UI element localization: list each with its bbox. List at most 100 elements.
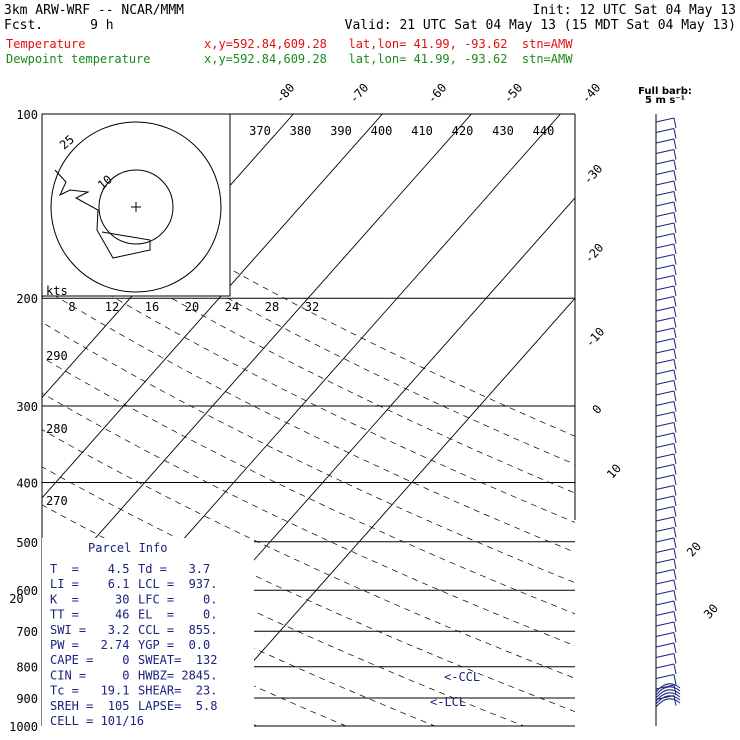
parcel-row-left: CIN = 0 [50, 668, 129, 682]
wind-barb [655, 159, 675, 165]
hodograph-axis-label: 20 [185, 300, 199, 314]
parcel-row-right: SWEAT= 132 [138, 653, 217, 667]
isotherm-label: -30 [581, 162, 606, 187]
dry-adiabat [42, 287, 575, 553]
wind-barb [655, 275, 675, 280]
wind-barb [655, 212, 675, 217]
isotherm-label: -80 [273, 81, 298, 106]
dry-adiabat [42, 356, 575, 615]
isotherm-label: 20 [684, 539, 704, 559]
wind-barb-flag [673, 558, 677, 570]
isotherm-label: 0 [589, 402, 604, 417]
wind-barb [655, 642, 675, 648]
barb-legend-line1: Full barb: [638, 86, 692, 97]
wind-barb [655, 432, 675, 438]
theta-label: 390 [330, 124, 352, 138]
parcel-row-left: K = 30 [50, 592, 129, 606]
pressure-label: 200 [16, 292, 38, 306]
wind-barb-flag [673, 590, 677, 601]
wind-barb [655, 359, 675, 364]
isotherm-line [0, 114, 26, 739]
wind-barb-flag [673, 579, 677, 591]
wind-barb-flag [673, 128, 677, 139]
pressure-label: 800 [16, 661, 38, 675]
isotherm-label: -50 [501, 81, 526, 106]
hodograph-axis-label: 16 [145, 300, 159, 314]
wind-barb [655, 233, 675, 238]
wind-barb [655, 306, 675, 312]
wind-barb-flag [673, 432, 677, 444]
pressure-label: 900 [16, 692, 38, 706]
hodograph-axis-label: 28 [265, 300, 279, 314]
wind-barb-flag [673, 506, 677, 517]
isotherm-label: 10 [604, 461, 624, 481]
theta-label: 410 [411, 124, 433, 138]
dry-adiabat [42, 466, 575, 713]
wind-barb [655, 527, 675, 532]
wind-barb [655, 380, 675, 385]
isotherm-label: -10 [583, 325, 608, 350]
dry-adiabat [42, 429, 575, 679]
wind-barb-flag [673, 600, 677, 612]
hodograph-axis-label: 24 [225, 300, 239, 314]
hodograph-frame [41, 113, 231, 297]
isotherm-line [42, 114, 472, 600]
parcel-row-right: LCL = 937. [138, 577, 217, 591]
wind-barb-flag [673, 180, 677, 192]
wind-barb [655, 369, 675, 375]
pressure-label: 700 [16, 625, 38, 639]
wind-barb-flag [673, 548, 677, 559]
isotherm-label: -60 [425, 81, 450, 106]
parcel-row-right: YGP = 0.0 [138, 638, 210, 652]
model-title: 3km ARW-WRF -- NCAR/MMM [4, 3, 184, 18]
temperature-legend: Temperature [6, 37, 85, 51]
wind-barb [655, 495, 675, 501]
dry-adiabat [42, 582, 347, 726]
wind-barb-flag [673, 411, 677, 423]
dry-adiabat [42, 543, 436, 726]
wind-barb-flag [673, 138, 677, 150]
wind-barb [655, 201, 675, 207]
wind-barb-flag [673, 695, 677, 706]
parcel-row-right: LFC = 0. [138, 592, 217, 606]
theta-label: 440 [533, 124, 555, 138]
hodograph-ring-inner [98, 169, 174, 245]
wind-barb [655, 243, 675, 249]
wind-barb-flag [673, 621, 677, 633]
dewpoint-location: x,y=592.84,609.28 lat,lon= 41.99, -93.62… [204, 52, 573, 66]
wind-barb [655, 611, 675, 616]
wind-barb-flag [673, 275, 677, 286]
parcel-row-right: SHEAR= 23. [138, 684, 217, 698]
wind-barb [655, 474, 675, 480]
isotherm-line [42, 114, 383, 499]
init-time: Init: 12 UTC Sat 04 May 13 [533, 3, 737, 18]
wind-barb [655, 537, 675, 543]
wind-barb-flag [673, 348, 677, 360]
wind-barb-flag [673, 359, 677, 370]
parcel-row-right: HWBZ= 2845. [138, 668, 217, 682]
dry-adiabat [0, 114, 16, 739]
wind-barb [655, 590, 675, 595]
wind-barb [655, 117, 675, 123]
wind-barb [655, 558, 675, 564]
wind-barb-flag [673, 306, 677, 318]
ccl-marker: <-CCL [444, 670, 480, 684]
wind-barb [655, 390, 675, 396]
wind-barb [655, 128, 675, 133]
wind-barb [655, 548, 675, 553]
theta-left-label: 270 [46, 494, 68, 508]
parcel-row-right: EL = 0. [138, 608, 217, 622]
wind-barb [655, 632, 675, 637]
wind-barb [655, 674, 675, 679]
hodograph-trace [54, 169, 151, 259]
wind-barb-flag [673, 201, 677, 213]
wind-barb-flag [673, 149, 677, 160]
wind-barb-flag [673, 569, 677, 580]
theta-label: 380 [290, 124, 312, 138]
wind-barb-flag [673, 222, 677, 234]
wind-barb [655, 600, 675, 606]
wind-barb [655, 485, 675, 490]
parcel-row-left: SREH = 105 [50, 699, 129, 713]
